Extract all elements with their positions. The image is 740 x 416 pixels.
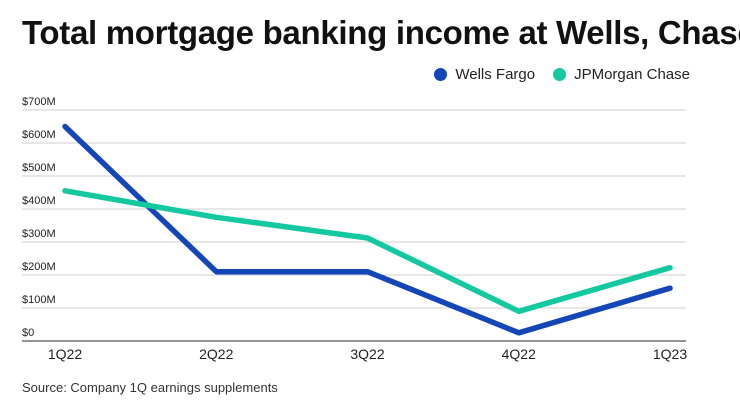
y-tick-label-1: $100M	[22, 294, 56, 306]
y-tick-label-0: $0	[22, 327, 34, 339]
x-tick-label-1q23: 1Q23	[653, 346, 687, 362]
legend: Wells Fargo JPMorgan Chase	[434, 66, 690, 83]
series-line-wells-fargo	[62, 123, 673, 336]
y-tick-label-3: $300M	[22, 228, 56, 240]
legend-item-wells-fargo: Wells Fargo	[434, 66, 535, 83]
x-tick-label-1q22: 1Q22	[48, 346, 82, 362]
series-line-jpmorgan-chase	[62, 188, 673, 315]
y-tick-label-4: $400M	[22, 195, 56, 207]
y-tick-label-7: $700M	[22, 96, 56, 108]
legend-item-jpmorgan-chase: JPMorgan Chase	[553, 66, 690, 83]
x-tick-label-3q22: 3Q22	[350, 346, 384, 362]
x-tick-label-2q22: 2Q22	[199, 346, 233, 362]
chart-title: Total mortgage banking income at Wells, …	[22, 14, 740, 51]
legend-label-wells-fargo: Wells Fargo	[455, 66, 536, 83]
y-tick-label-5: $500M	[22, 162, 56, 174]
source-note: Source: Company 1Q earnings supplements	[22, 380, 278, 395]
legend-label-jpmorgan-chase: JPMorgan Chase	[574, 66, 690, 83]
legend-swatch-jpmorgan-chase	[553, 68, 567, 81]
x-tick-label-4q22: 4Q22	[502, 346, 536, 362]
y-tick-label-2: $200M	[22, 261, 56, 273]
legend-swatch-wells-fargo	[434, 68, 448, 81]
y-tick-label-6: $600M	[22, 129, 56, 141]
